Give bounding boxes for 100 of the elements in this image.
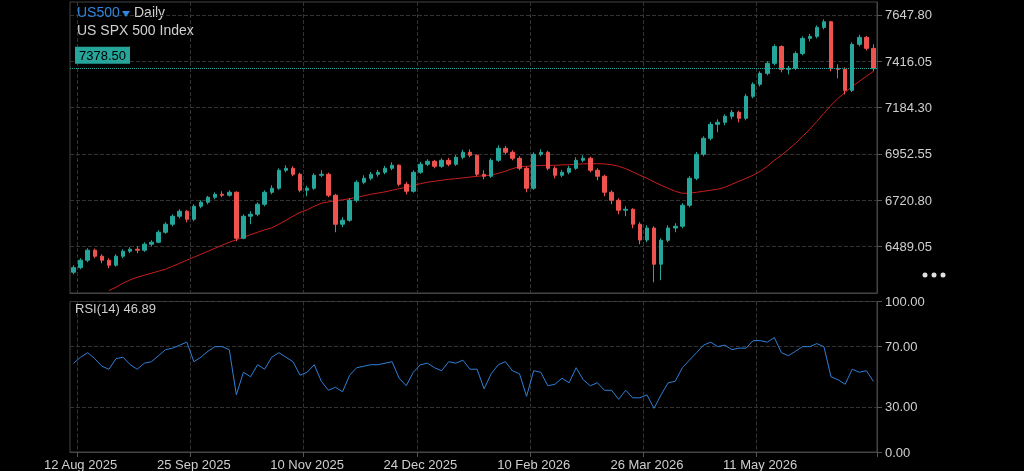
candlestick: [779, 44, 784, 73]
candlestick: [291, 165, 295, 177]
candlestick: [468, 148, 472, 158]
y-tick-label: 7416.05: [885, 53, 932, 69]
text: US SPX 500 Index: [77, 22, 194, 38]
candlestick: [638, 221, 642, 245]
line-series: [73, 337, 874, 409]
candlestick: [376, 169, 380, 178]
candlestick: [199, 199, 203, 209]
candlestick: [758, 70, 762, 87]
candlestick: [645, 224, 649, 243]
candlestick: [822, 18, 826, 30]
y-tick-label: 6952.55: [885, 146, 932, 162]
candlestick: [227, 189, 232, 198]
candlestick: [114, 253, 118, 268]
candlestick: [687, 175, 692, 208]
candlestick: [170, 213, 175, 227]
candlestick: [78, 257, 83, 270]
candlestick: [836, 63, 840, 79]
candlestick: [510, 149, 515, 161]
candlestick: [234, 190, 239, 242]
candlestick: [312, 172, 316, 191]
candlestick: [567, 165, 571, 175]
candlestick: [857, 34, 862, 47]
candlestick: [397, 163, 401, 187]
candlestick: [347, 197, 352, 223]
candlestick: [680, 202, 685, 229]
candlestick: [333, 193, 338, 233]
y-tick-label: 70.00: [885, 339, 918, 355]
line-series: [108, 70, 874, 292]
candlestick: [588, 156, 593, 173]
candlestick: [100, 253, 104, 264]
candlestick: [694, 151, 699, 181]
candlestick: [213, 191, 217, 200]
x-tick-label: 24 Dec 2025: [383, 457, 458, 471]
y-tick-label: 6489.05: [885, 238, 932, 254]
candlestick: [362, 174, 366, 185]
candlestick: [829, 20, 833, 72]
candlestick: [517, 155, 522, 171]
candlestick: [404, 181, 409, 195]
candlestick: [241, 213, 246, 240]
candlestick: [156, 229, 161, 244]
x-tick-label: 25 Sep 2025: [157, 457, 231, 471]
candlestick: [503, 145, 508, 155]
candlestick: [432, 159, 437, 169]
candlestick: [411, 169, 416, 194]
candlestick: [340, 216, 345, 228]
candlestick: [425, 158, 430, 167]
candlestick: [673, 222, 678, 233]
y-tick-label: 0.00: [885, 444, 911, 460]
candlestick: [524, 165, 529, 193]
candlestick: [107, 257, 111, 269]
candlestick: [298, 172, 302, 193]
candlestick: [723, 113, 727, 126]
candlestick: [149, 239, 154, 247]
candlestick: [135, 245, 140, 254]
candlestick: [262, 189, 267, 207]
candlestick: [864, 35, 869, 51]
candlestick: [581, 154, 585, 163]
candlestick: [808, 33, 812, 42]
candlestick: [163, 221, 168, 235]
candlestick: [871, 43, 876, 72]
candlestick: [631, 207, 635, 229]
candlestick: [71, 264, 76, 275]
candlestick: [326, 172, 331, 198]
candlestick: [744, 93, 748, 121]
candlestick: [595, 167, 600, 181]
candlestick: [220, 190, 224, 198]
candlestick: [730, 109, 734, 120]
candlestick: [354, 179, 359, 203]
candlestick: [418, 161, 423, 175]
candlestick: [843, 66, 847, 95]
y-tick-label: 30.00: [885, 399, 918, 415]
candlestick: [142, 241, 147, 253]
candlestick: [284, 164, 288, 173]
candlestick: [574, 156, 578, 171]
candlestick: [128, 246, 132, 254]
y-tick-label: 6720.80: [885, 192, 932, 208]
candlestick: [659, 237, 663, 281]
candlestick: [623, 205, 628, 217]
candlestick: [369, 171, 373, 181]
candlestick: [715, 118, 720, 133]
candlestick: [666, 224, 670, 243]
candlestick: [546, 150, 550, 171]
chart-title: RSI(14) 46.89: [75, 301, 156, 316]
x-tick-label: 12 Aug 2025: [44, 457, 118, 471]
candlestick: [248, 210, 253, 225]
chart-title: US500: [77, 4, 121, 20]
candlestick: [121, 248, 125, 259]
y-tick-label: 7647.80: [885, 7, 932, 23]
candlestick: [177, 208, 182, 219]
x-tick-label: 11 May 2026: [723, 457, 798, 471]
candlestick: [772, 43, 777, 66]
candlestick: [383, 165, 387, 175]
y-tick-label: 100.00: [885, 294, 925, 309]
candlestick: [489, 157, 493, 179]
candlestick: [482, 169, 486, 180]
candlestick: [270, 184, 274, 195]
candlestick: [454, 154, 458, 167]
x-tick-label: 10 Nov 2025: [270, 457, 345, 471]
